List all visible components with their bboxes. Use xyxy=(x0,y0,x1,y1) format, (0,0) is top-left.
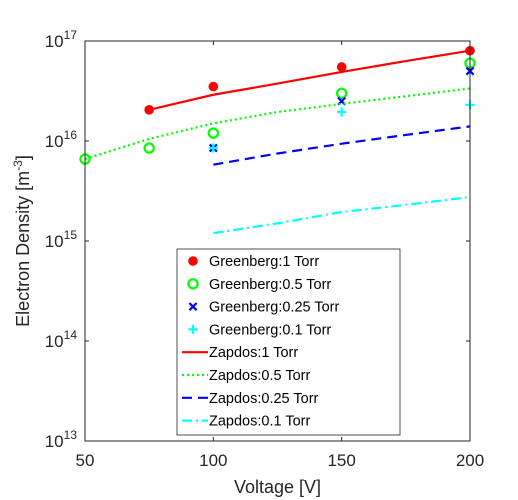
y-tick-label: 1013 xyxy=(45,428,78,451)
legend-item: Greenberg:1 Torr xyxy=(189,254,320,270)
x-tick-label: 150 xyxy=(327,451,355,470)
y-axis-label: Electron Density [m-3] xyxy=(11,155,33,327)
y-tick-base: 10 xyxy=(45,32,64,51)
legend-item: Greenberg:0.1 Torr xyxy=(188,322,331,338)
legend-label: Zapdos:0.1 Torr xyxy=(209,414,310,430)
y-tick-base: 10 xyxy=(45,132,64,151)
y-tick-label: 1015 xyxy=(45,228,78,251)
legend-label: Greenberg:0.25 Torr xyxy=(209,300,339,316)
legend-item: Greenberg:0.5 Torr xyxy=(188,277,331,293)
y-axis-label-sup: -3 xyxy=(11,160,25,171)
y-tick-exponent: 14 xyxy=(64,328,78,342)
y-tick-base: 10 xyxy=(45,332,64,351)
legend-label: Greenberg:0.1 Torr xyxy=(209,322,331,338)
legend-label: Zapdos:1 Torr xyxy=(209,345,298,361)
y-tick-base: 10 xyxy=(45,232,64,251)
legend-label: Zapdos:0.5 Torr xyxy=(209,368,310,384)
legend: Greenberg:1 Torr Greenberg:0.5 Torr Greenb… xyxy=(177,249,400,435)
y-axis-label-close: ] xyxy=(13,155,33,160)
data-point xyxy=(209,82,218,91)
legend-marker-swatch xyxy=(189,257,198,266)
y-tick-exponent: 13 xyxy=(64,428,78,442)
x-tick-label: 100 xyxy=(199,451,227,470)
legend-label: Greenberg:0.5 Torr xyxy=(209,277,331,293)
data-point xyxy=(337,63,346,72)
y-tick-exponent: 17 xyxy=(64,28,78,42)
y-tick-label: 1016 xyxy=(45,128,78,151)
y-axis-label-main: Electron Density [m xyxy=(13,171,33,327)
y-tick-exponent: 15 xyxy=(64,228,78,242)
y-tick-exponent: 16 xyxy=(64,128,78,142)
y-tick-base: 10 xyxy=(45,432,64,451)
x-tick-label: 50 xyxy=(76,451,95,470)
y-tick-label: 1014 xyxy=(45,328,78,351)
x-tick-label: 200 xyxy=(456,451,484,470)
legend-label: Greenberg:1 Torr xyxy=(209,254,319,270)
legend-item: Greenberg:0.25 Torr xyxy=(189,300,339,316)
legend-label: Zapdos:0.25 Torr xyxy=(209,391,319,407)
x-axis-label: Voltage [V] xyxy=(234,477,321,497)
y-tick-label: 1017 xyxy=(45,28,78,51)
